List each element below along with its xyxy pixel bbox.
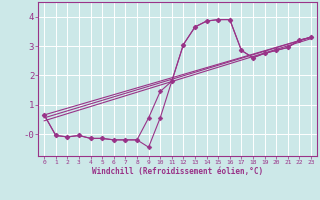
X-axis label: Windchill (Refroidissement éolien,°C): Windchill (Refroidissement éolien,°C) [92,167,263,176]
